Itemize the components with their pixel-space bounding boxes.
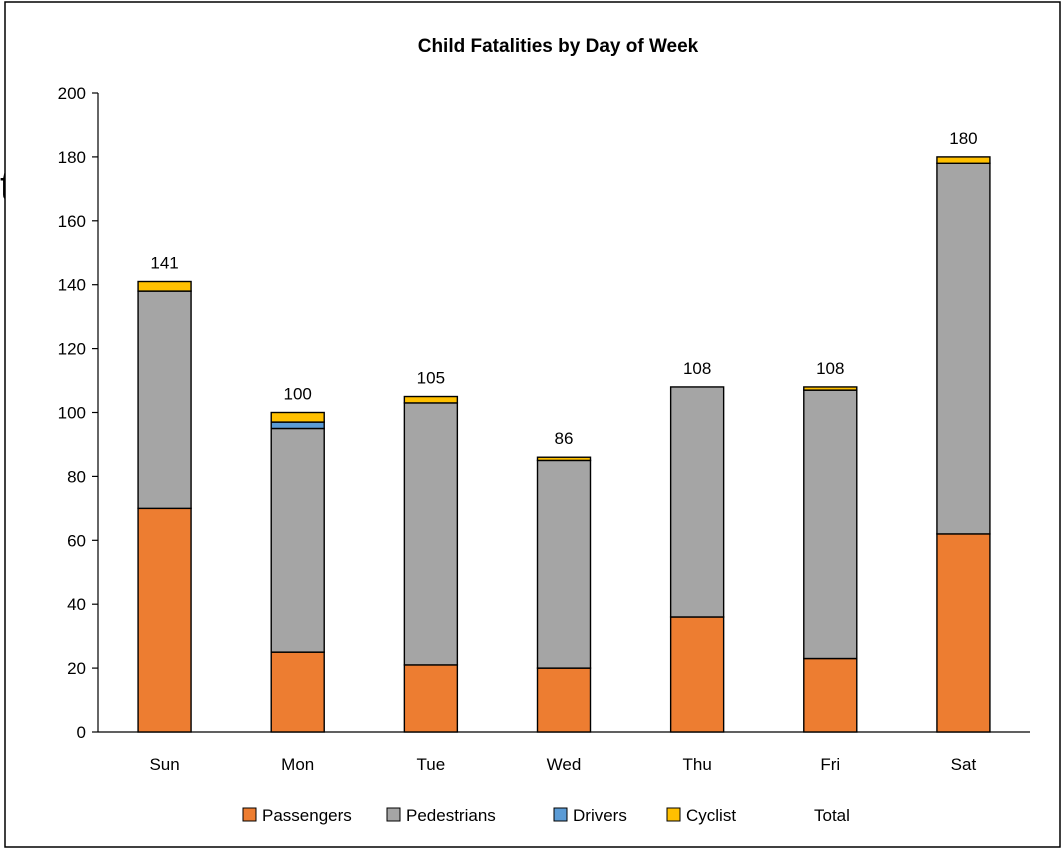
bar-segment-pedestrians-sat [936, 162, 991, 535]
legend-swatch-pedestrians [386, 807, 401, 822]
bar-segment-passengers-tue [403, 664, 459, 733]
y-tick-label: 20 [67, 659, 86, 678]
x-tick-label-thu: Thu [682, 755, 711, 774]
total-label-thu: 108 [683, 359, 711, 378]
bar-segment-pedestrians-mon [270, 427, 325, 653]
total-label-wed: 86 [555, 429, 574, 448]
y-tick-label: 40 [67, 595, 86, 614]
x-tick-label-wed: Wed [547, 755, 582, 774]
x-tick-label-sun: Sun [149, 755, 179, 774]
y-tick-label: 60 [67, 531, 86, 550]
bar-segment-pedestrians-wed [536, 459, 592, 669]
total-label-sun: 141 [150, 254, 178, 273]
bar-segment-passengers-sat [936, 533, 991, 733]
bar-segment-pedestrians-thu [669, 386, 725, 618]
y-tick-label: 80 [67, 467, 86, 486]
legend-swatch-passengers [242, 807, 257, 822]
total-label-mon: 100 [284, 385, 312, 404]
plot-area: 0 20 40 60 80 100 120 140 160 180 200 141 Sun 100 Mon 1… [58, 84, 1030, 774]
bar-segment-passengers-wed [536, 667, 592, 733]
total-label-tue: 105 [417, 369, 445, 388]
bar-segment-pedestrians-sun [137, 290, 192, 510]
legend-label-pedestrians: Pedestrians [406, 806, 496, 825]
total-label-fri: 108 [816, 359, 844, 378]
chart-title: Child Fatalities by Day of Week [418, 36, 699, 57]
x-tick-label-mon: Mon [281, 755, 314, 774]
x-tick-label-sat: Sat [951, 755, 977, 774]
bar-segment-pedestrians-fri [803, 389, 858, 660]
bar-segment-cyclist-fri [803, 386, 858, 391]
legend: Passengers Pedestrians Drivers Cyclist Total [242, 806, 850, 825]
x-tick-label-fri: Fri [820, 755, 840, 774]
legend-swatch-drivers [553, 807, 568, 822]
bar-segment-pedestrians-tue [403, 402, 459, 666]
bar-segment-drivers-mon [270, 421, 325, 430]
legend-label-drivers: Drivers [573, 806, 627, 825]
x-tick-label-tue: Tue [417, 755, 446, 774]
bar-segment-cyclist-sat [936, 156, 991, 164]
legend-label-total: Total [814, 806, 850, 825]
bar-segment-passengers-sun [137, 507, 192, 733]
bar-segment-passengers-thu [669, 616, 725, 733]
bar-segment-cyclist-mon [270, 411, 325, 423]
y-tick-label: 160 [58, 212, 86, 231]
legend-label-passengers: Passengers [262, 806, 352, 825]
y-tick-label: 200 [58, 84, 86, 103]
y-tick-label: 140 [58, 276, 86, 295]
y-tick-label: 180 [58, 148, 86, 167]
bar-segment-cyclist-wed [536, 456, 592, 462]
legend-label-cyclist: Cyclist [686, 806, 736, 825]
legend-swatch-cyclist [666, 807, 681, 822]
y-tick-label: 0 [77, 723, 86, 742]
bar-segment-passengers-fri [803, 657, 858, 733]
bar-segment-passengers-mon [270, 651, 325, 733]
total-label-sat: 180 [949, 129, 977, 148]
bar-segment-cyclist-tue [403, 395, 459, 404]
y-tick-label: 100 [58, 404, 86, 423]
bar-segment-cyclist-sun [137, 280, 192, 292]
y-tick-label: 120 [58, 340, 86, 359]
